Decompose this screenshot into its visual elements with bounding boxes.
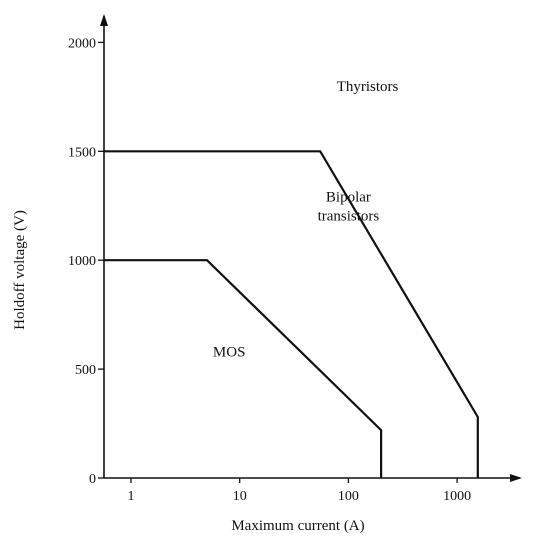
ticks-layer: 0 500 1000 1500 2000 1 10 100 1000 <box>68 36 471 504</box>
axes <box>100 14 522 482</box>
boundary-bipolar-transistors <box>104 150 479 478</box>
region-labels: Thyristors Bipolar transistors MOS <box>213 79 399 361</box>
y-tick-label: 500 <box>75 363 96 378</box>
x-tick-label: 1 <box>128 489 135 504</box>
x-tick-label: 10 <box>233 489 247 504</box>
x-axis-title: Maximum current (A) <box>231 518 364 534</box>
y-tick-label: 1000 <box>68 254 96 269</box>
y-tick-label: 2000 <box>68 36 96 51</box>
y-tick-label: 1500 <box>68 145 96 160</box>
y-axis-arrow <box>100 14 108 26</box>
series-layer <box>104 150 479 478</box>
region-label: Bipolar <box>326 189 371 205</box>
region-label: Thyristors <box>337 79 399 95</box>
region-label: MOS <box>213 345 246 361</box>
y-tick-label: 0 <box>89 472 96 487</box>
x-tick-label: 1000 <box>443 489 471 504</box>
x-axis-arrow <box>510 474 522 482</box>
y-axis-title: Holdoff voltage (V) <box>12 210 28 330</box>
boundary-mos <box>104 259 383 478</box>
x-tick-label: 100 <box>338 489 359 504</box>
region-label: transistors <box>318 208 380 224</box>
